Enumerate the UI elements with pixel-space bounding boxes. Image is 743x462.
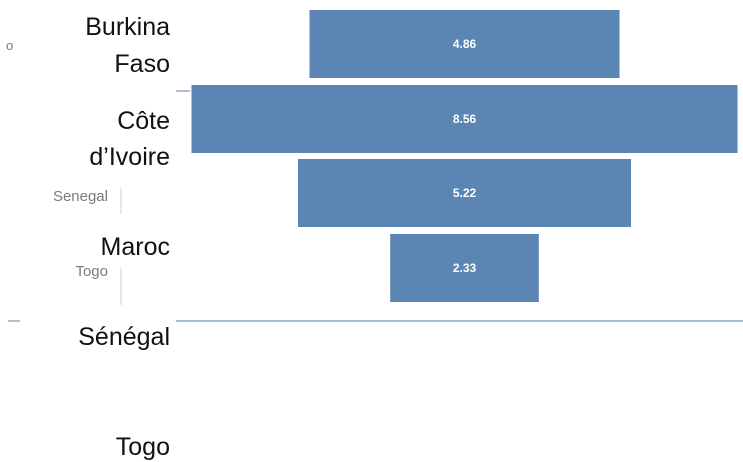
label-cote-line2: d’Ivoire [89, 143, 170, 171]
label-maroc: Maroc [101, 233, 170, 261]
label-cote-line1: Côte [117, 107, 170, 135]
ghost-label-togo: Togo [75, 263, 108, 280]
bar-togo [390, 234, 539, 302]
bar-senegal [298, 159, 631, 227]
bar-c-te-d-ivoire [191, 85, 738, 153]
label-togo: Togo [116, 433, 170, 461]
bars-group: 4.86 8.56 5.22 2.33 [191, 10, 738, 302]
ghost-label-partial: o [6, 38, 13, 53]
bar-value-label: 4.86 [453, 37, 477, 51]
label-burkina-line1: Burkina [85, 13, 170, 41]
label-burkina-line2: Faso [114, 50, 170, 78]
bar-value-label: 8.56 [453, 112, 477, 126]
label-senegal-fr: Sénégal [78, 323, 170, 351]
bar-burkina-faso [309, 10, 620, 78]
bar-value-label: 5.22 [453, 186, 477, 200]
ghost-label-senegal: Senegal [53, 188, 108, 205]
bar-value-label: 2.33 [453, 261, 477, 275]
